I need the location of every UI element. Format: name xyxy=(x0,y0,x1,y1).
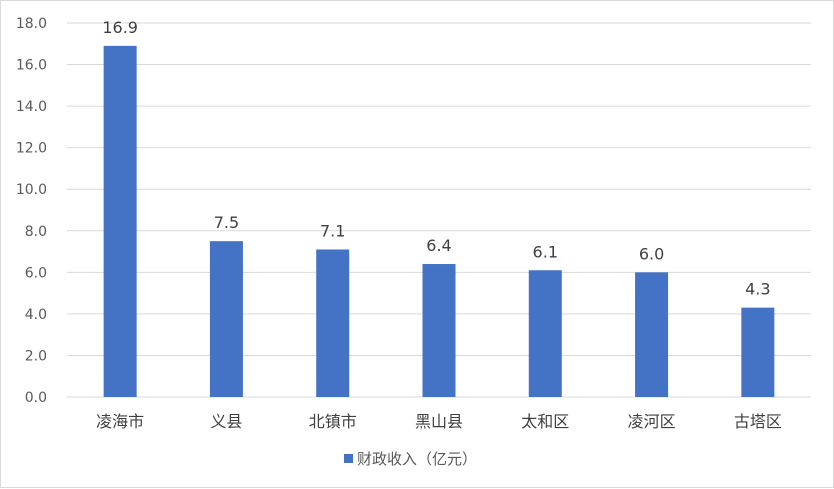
y-tick-label: 6.0 xyxy=(25,265,47,281)
legend-label: 财政收入（亿元） xyxy=(357,450,477,468)
y-tick-label: 8.0 xyxy=(25,224,47,240)
legend: 财政收入（亿元） xyxy=(344,450,477,468)
data-label: 6.0 xyxy=(639,244,664,263)
data-label: 6.4 xyxy=(426,236,451,255)
data-label: 6.1 xyxy=(533,242,558,261)
data-label: 4.3 xyxy=(745,280,770,299)
y-tick-label: 4.0 xyxy=(25,307,47,323)
bar xyxy=(528,270,562,397)
bars xyxy=(103,45,775,397)
y-tick-label: 0.0 xyxy=(25,390,47,406)
gridlines xyxy=(67,22,811,398)
y-tick-label: 12.0 xyxy=(16,141,47,157)
category-labels: 凌海市 义县 北镇市 黑山县 太和区 凌河区 古塔区 xyxy=(96,412,782,431)
category-label: 北镇市 xyxy=(309,412,357,431)
y-tick-label: 10.0 xyxy=(16,182,47,198)
y-tick-label: 2.0 xyxy=(25,348,47,364)
category-label: 义县 xyxy=(210,412,242,431)
y-tick-label: 14.0 xyxy=(16,99,47,115)
legend-swatch xyxy=(344,454,353,463)
bar xyxy=(209,241,243,397)
y-axis-ticks: 0.0 2.0 4.0 6.0 8.0 10.0 12.0 14.0 16.0 18.0 xyxy=(16,16,47,406)
data-label: 7.1 xyxy=(320,221,345,240)
data-label: 16.9 xyxy=(102,18,138,37)
category-label: 太和区 xyxy=(521,412,569,431)
bar xyxy=(103,45,137,397)
bar xyxy=(635,272,669,397)
y-tick-label: 16.0 xyxy=(16,58,47,74)
y-tick-label: 18.0 xyxy=(16,16,47,32)
data-labels: 16.9 7.5 7.1 6.4 6.1 6.0 4.3 xyxy=(102,18,770,299)
category-label: 黑山县 xyxy=(415,412,463,431)
category-label: 古塔区 xyxy=(734,412,782,431)
category-label: 凌海市 xyxy=(96,412,144,431)
data-label: 7.5 xyxy=(214,213,239,232)
bar xyxy=(316,249,350,397)
bar xyxy=(741,307,775,397)
bar xyxy=(422,264,456,397)
category-label: 凌河区 xyxy=(628,412,676,431)
